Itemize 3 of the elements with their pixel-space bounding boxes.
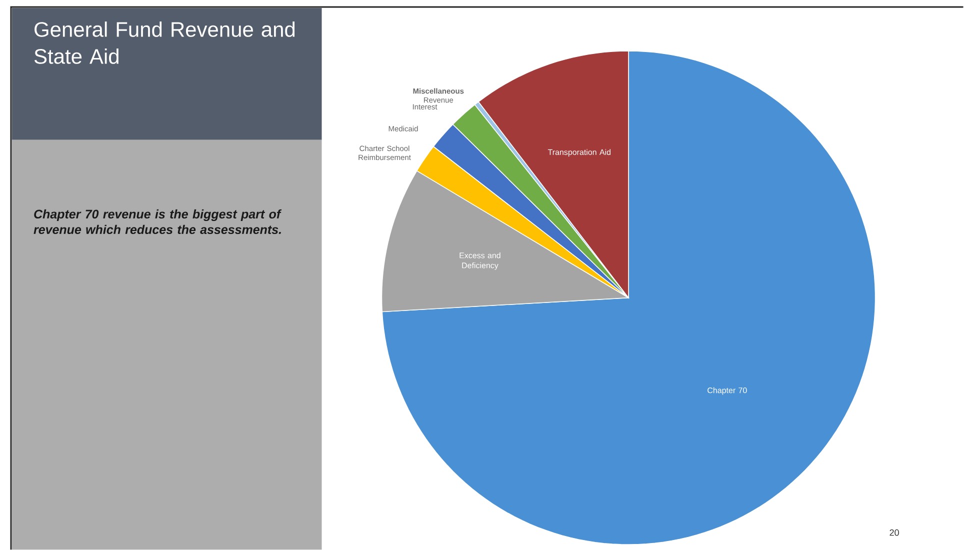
text: Chapter 70 revenue is the biggest part of revenue which reduces the assessments.: [34, 209, 282, 234]
text: General Fund Revenue and State Aid: [34, 21, 295, 64]
text: 20: [890, 529, 899, 536]
